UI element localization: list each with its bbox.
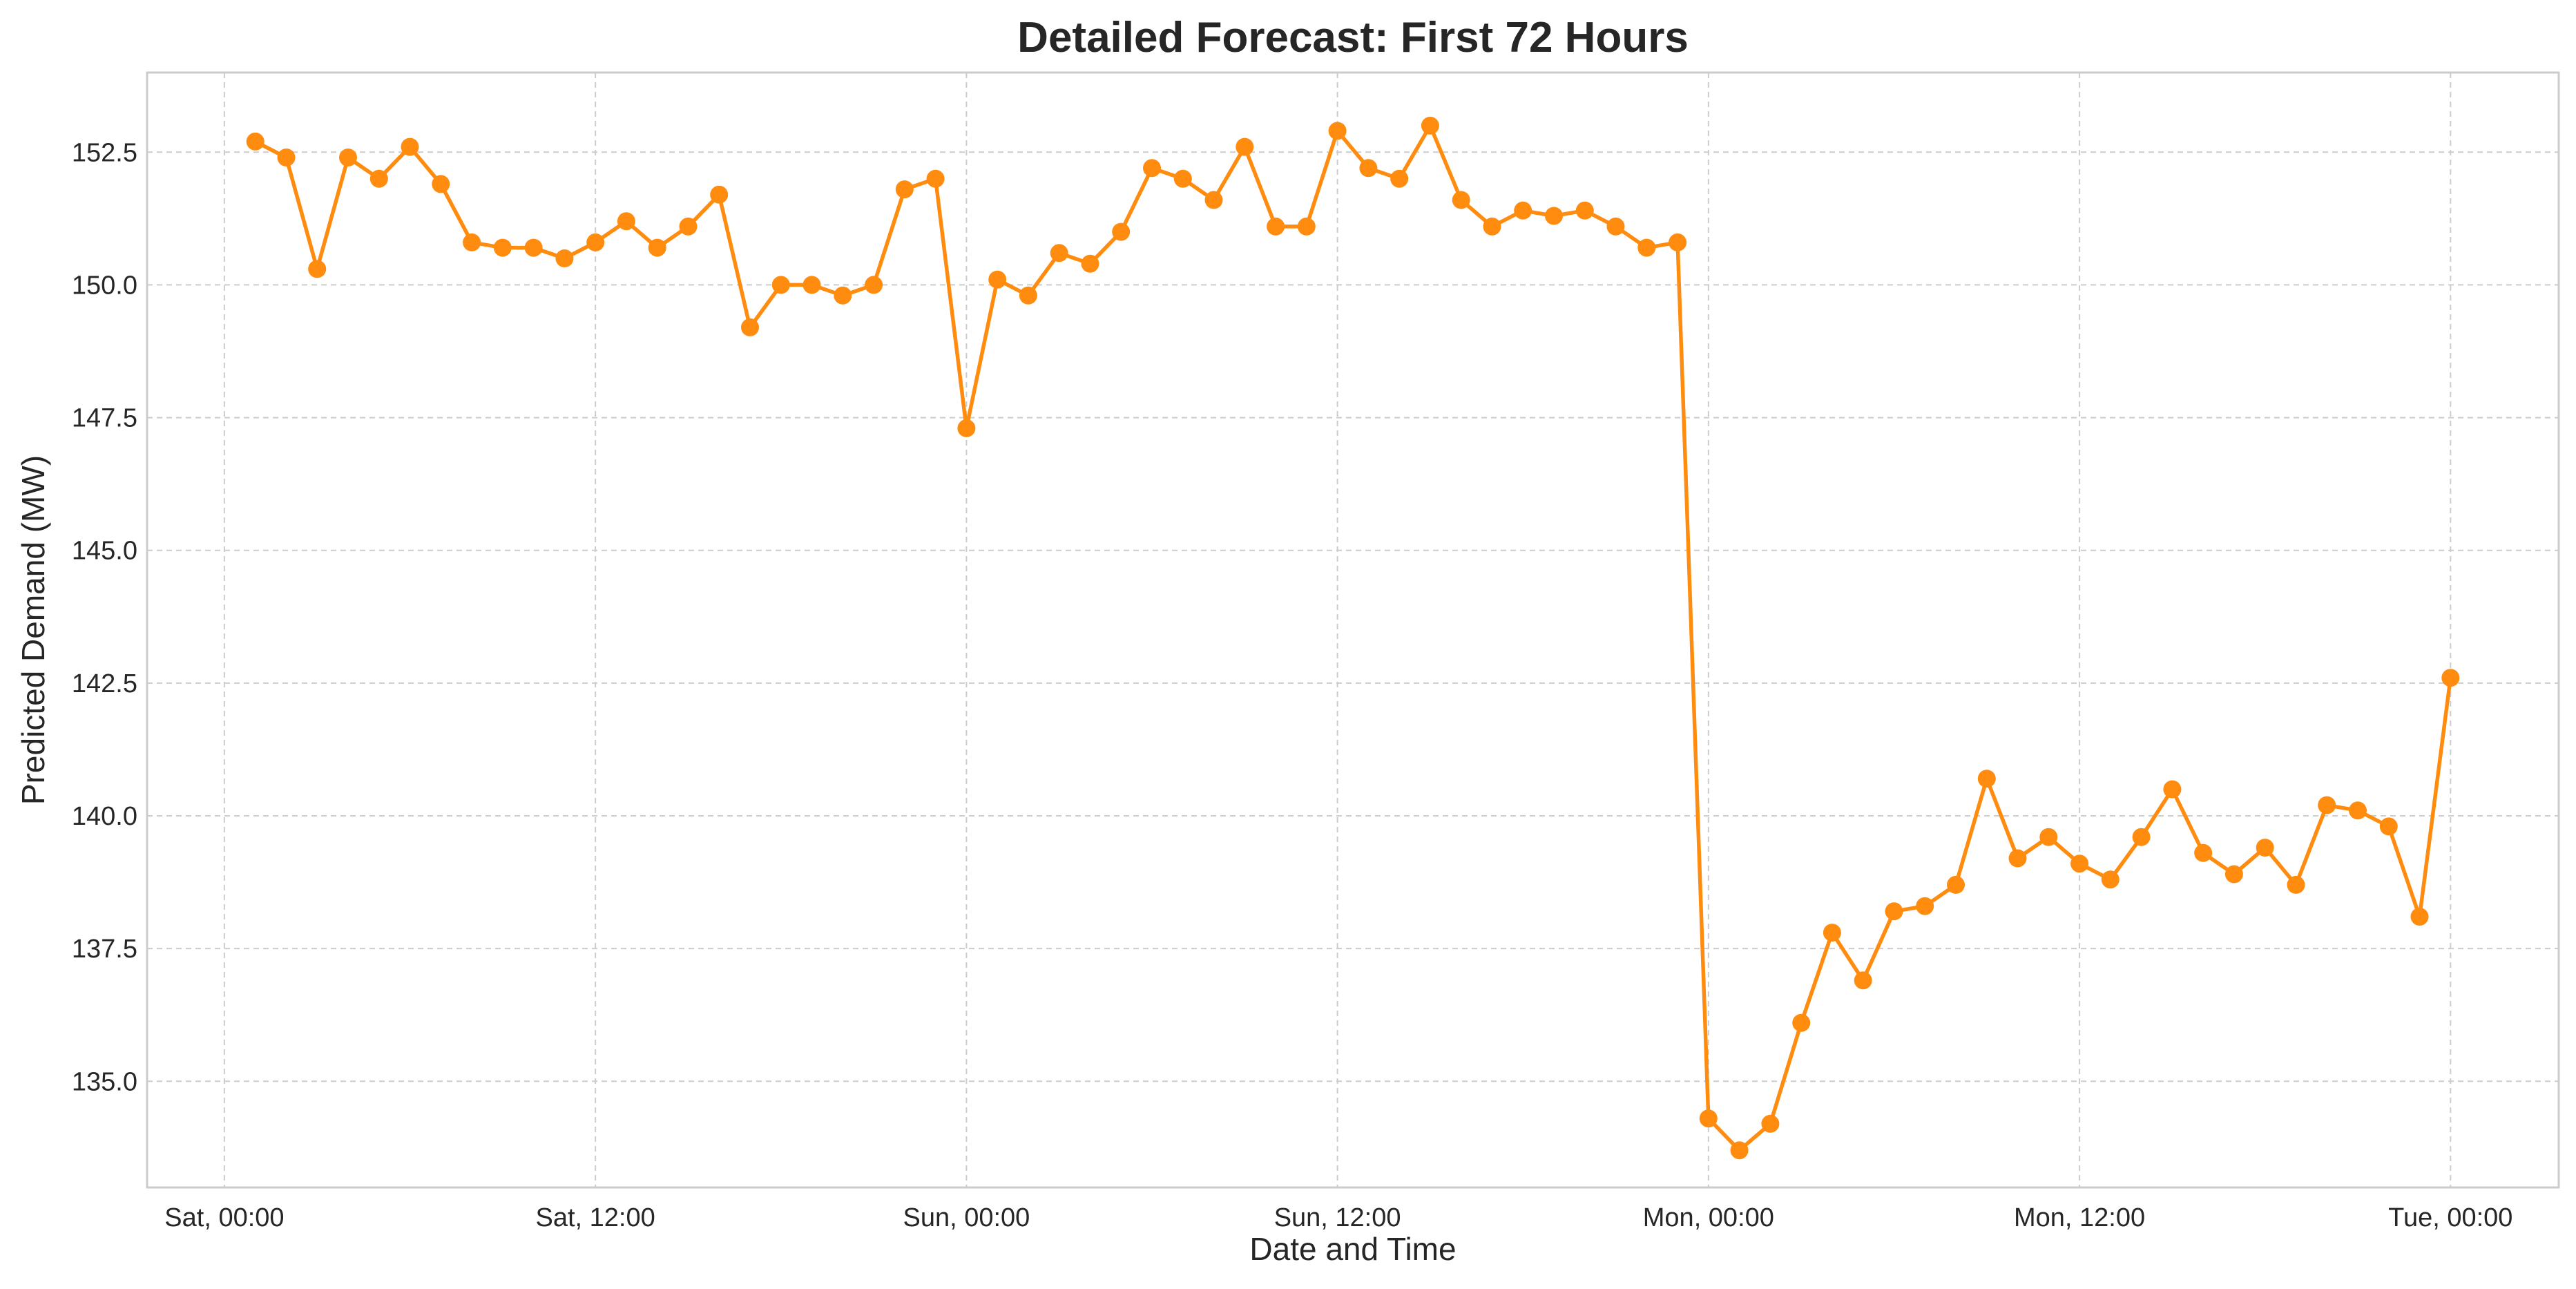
- data-point: [2441, 669, 2460, 687]
- data-point: [957, 419, 976, 437]
- data-point: [555, 249, 574, 267]
- grid-lines: [147, 73, 2559, 1187]
- data-point: [2194, 843, 2213, 862]
- data-point: [1606, 217, 1625, 236]
- x-tick-label: Sun, 12:00: [1274, 1203, 1401, 1232]
- x-tick-label: Mon, 00:00: [1643, 1203, 1774, 1232]
- data-point: [1916, 897, 1934, 915]
- x-tick-label: Mon, 12:00: [2014, 1203, 2145, 1232]
- data-point: [1143, 159, 1161, 178]
- data-point: [1267, 217, 1285, 236]
- data-point: [1204, 191, 1223, 209]
- data-point: [1452, 191, 1470, 209]
- data-point: [2379, 817, 2398, 836]
- data-point: [2101, 870, 2120, 889]
- data-point: [1297, 217, 1316, 236]
- plot-background: [147, 73, 2559, 1187]
- data-point: [401, 137, 419, 156]
- y-tick-label: 135.0: [72, 1067, 137, 1096]
- data-point: [2224, 865, 2243, 884]
- data-point: [679, 217, 698, 236]
- data-point: [895, 180, 914, 199]
- data-point: [617, 212, 635, 231]
- data-point: [2039, 828, 2058, 846]
- data-point: [2008, 849, 2027, 868]
- data-point: [586, 233, 605, 251]
- y-tick-label: 147.5: [72, 404, 137, 433]
- x-axis-ticks: Sat, 00:00 Sat, 12:00 Sun, 00:00 Sun, 12:00…: [164, 1203, 2512, 1232]
- data-point: [1421, 116, 1439, 135]
- y-tick-label: 142.5: [72, 669, 137, 698]
- data-point: [463, 233, 481, 251]
- plot-frame: [146, 71, 2560, 1189]
- data-point: [339, 149, 357, 166]
- data-point: [988, 270, 1007, 289]
- data-point: [1112, 222, 1131, 241]
- data-point: [1885, 902, 1903, 921]
- data-point: [246, 132, 265, 151]
- data-point: [1545, 207, 1563, 225]
- data-point: [2163, 780, 2182, 799]
- data-point: [1328, 122, 1347, 140]
- data-point: [1081, 254, 1099, 273]
- x-tick-label: Tue, 00:00: [2388, 1203, 2512, 1232]
- data-point: [1575, 201, 1594, 220]
- data-point: [493, 238, 512, 257]
- y-tick-label: 145.0: [72, 537, 137, 566]
- data-point: [1637, 238, 1656, 257]
- data-point: [1792, 1013, 1811, 1032]
- x-tick-label: Sat, 12:00: [536, 1203, 655, 1232]
- data-point: [1483, 217, 1501, 236]
- data-point: [1669, 233, 1687, 251]
- data-point: [802, 276, 821, 294]
- y-tick-label: 150.0: [72, 271, 137, 300]
- y-axis-title: Predicted Demand (MW): [15, 455, 51, 805]
- x-tick-label: Sun, 00:00: [903, 1203, 1030, 1232]
- y-tick-label: 152.5: [72, 138, 137, 167]
- data-point: [741, 318, 759, 336]
- data-point: [865, 276, 883, 294]
- data-point: [2410, 908, 2429, 926]
- data-point: [1390, 169, 1409, 188]
- series-layer: [246, 116, 2460, 1160]
- chart-title: Detailed Forecast: First 72 Hours: [1017, 14, 1689, 61]
- data-point: [1173, 169, 1192, 188]
- data-point: [1977, 770, 1996, 788]
- data-point: [648, 238, 666, 257]
- data-point: [2070, 854, 2089, 873]
- x-axis-title: Date and Time: [1249, 1231, 1456, 1267]
- data-point: [2349, 801, 2367, 820]
- data-point: [771, 276, 790, 294]
- data-point: [432, 175, 450, 193]
- y-axis-ticks: 135.0 137.5 140.0 142.5 145.0 147.5 150.0 152.5: [72, 138, 137, 1096]
- data-point: [1854, 971, 1872, 990]
- y-tick-label: 140.0: [72, 802, 137, 831]
- data-point: [1699, 1109, 1718, 1128]
- data-point: [926, 169, 945, 188]
- data-point: [2256, 839, 2274, 857]
- y-tick-label: 137.5: [72, 935, 137, 964]
- data-point: [1730, 1141, 1749, 1160]
- data-point: [1823, 924, 1841, 942]
- data-point: [308, 260, 327, 278]
- data-point: [1019, 286, 1037, 305]
- data-point: [277, 149, 296, 166]
- data-point: [1761, 1114, 1780, 1133]
- data-point: [369, 169, 388, 188]
- data-point: [1947, 875, 1965, 894]
- data-point: [1514, 201, 1532, 220]
- data-point: [834, 286, 852, 305]
- data-point: [1359, 159, 1378, 178]
- data-point: [710, 185, 729, 204]
- x-tick-label: Sat, 00:00: [164, 1203, 284, 1232]
- data-point: [1050, 244, 1068, 262]
- data-point: [1236, 137, 1254, 156]
- data-point: [524, 238, 543, 257]
- data-point: [2132, 828, 2151, 846]
- data-point: [2318, 796, 2336, 814]
- data-point: [2287, 875, 2305, 894]
